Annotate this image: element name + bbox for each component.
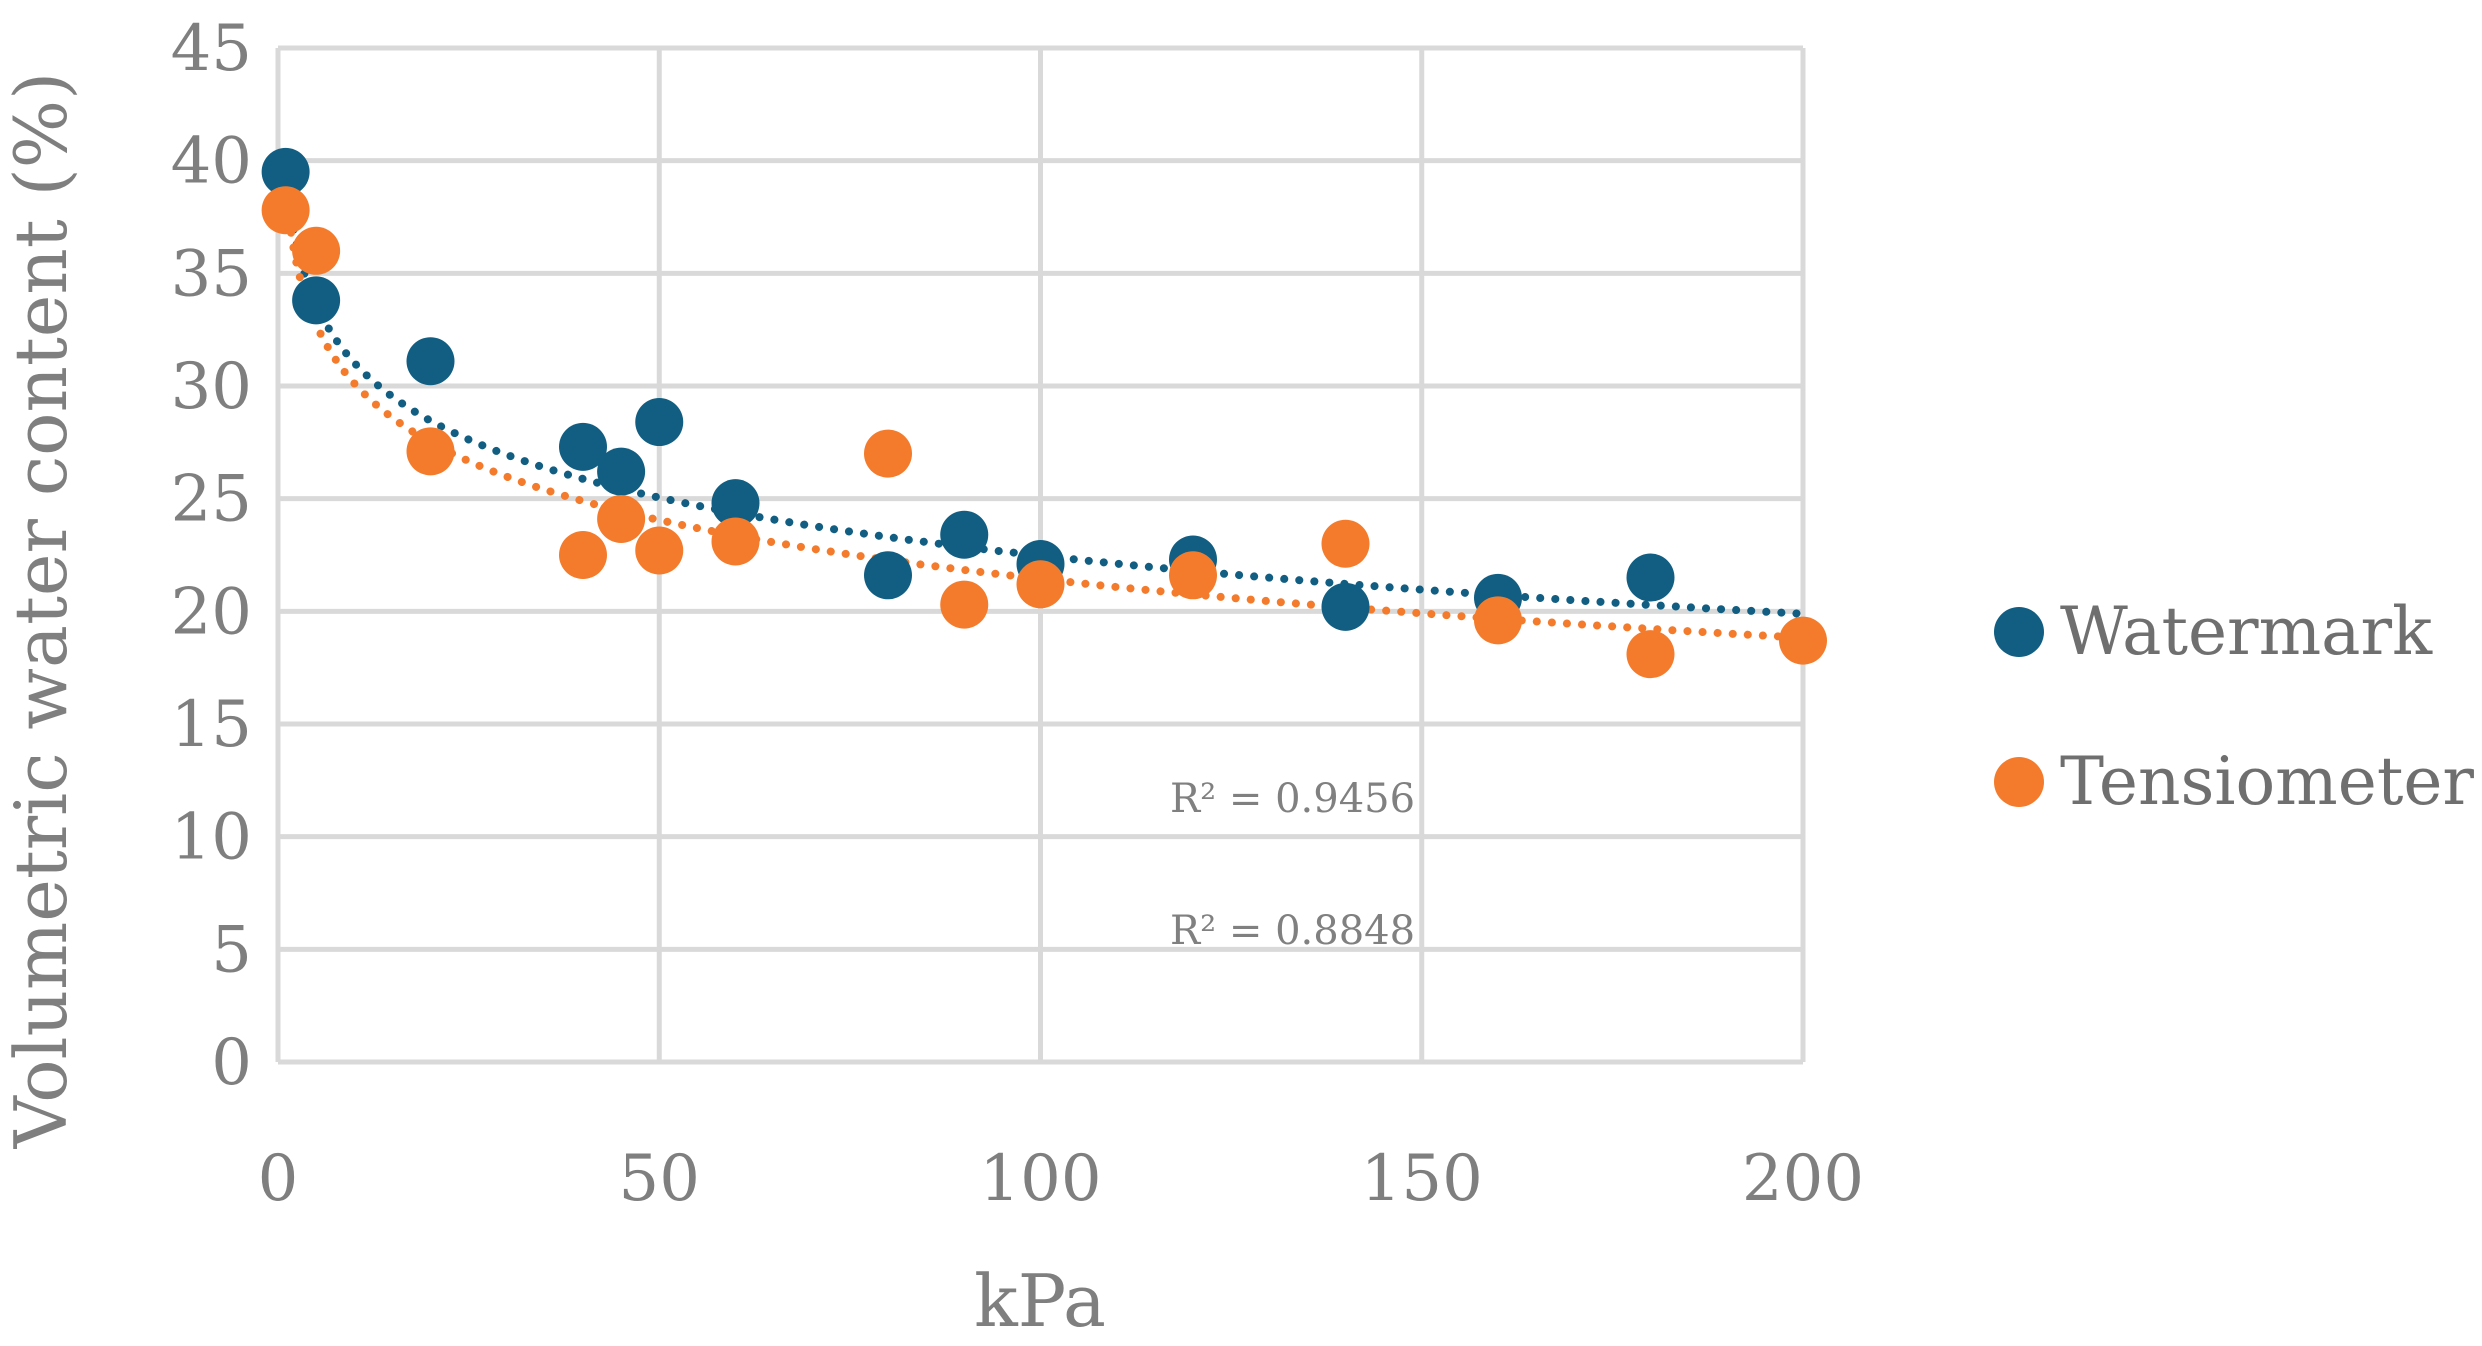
point-watermark-50 — [635, 398, 684, 447]
data-points — [261, 147, 1827, 679]
point-tensiometer-60 — [711, 517, 760, 566]
legend: Watermark Tensiometer — [1994, 593, 2474, 820]
y-axis-title: Volumetric water content (%) — [0, 72, 83, 1149]
y-tick-label-40: 40 — [171, 125, 252, 199]
point-tensiometer-20 — [406, 427, 455, 476]
point-tensiometer-45 — [597, 494, 646, 543]
point-watermark-180 — [1626, 553, 1675, 602]
legend-label-tensiometer: Tensiometer — [2060, 743, 2474, 820]
r2-label-tensiometer: R² = 0.8848 — [1170, 908, 1415, 954]
y-tick-label-5: 5 — [211, 913, 252, 987]
point-tensiometer-40 — [559, 531, 607, 579]
point-tensiometer-1 — [261, 186, 310, 235]
y-tick-label-25: 25 — [171, 463, 252, 537]
point-tensiometer-160 — [1474, 596, 1522, 645]
point-tensiometer-180 — [1626, 630, 1675, 679]
point-watermark-140 — [1321, 582, 1370, 631]
point-watermark-45 — [597, 447, 646, 496]
y-tick-label-0: 0 — [211, 1026, 252, 1100]
y-axis-ticks: 0 5 10 15 20 25 30 35 40 45 — [171, 12, 252, 1100]
x-axis-ticks: 0 50 100 150 200 — [258, 1142, 1864, 1216]
x-tick-label-0: 0 — [258, 1142, 299, 1216]
point-tensiometer-50 — [635, 526, 684, 575]
point-watermark-1 — [261, 147, 310, 196]
point-watermark-20 — [406, 337, 455, 386]
x-tick-label-50: 50 — [619, 1142, 700, 1216]
y-tick-label-30: 30 — [171, 350, 252, 424]
point-tensiometer-200 — [1779, 616, 1827, 665]
x-tick-label-200: 200 — [1742, 1142, 1864, 1216]
legend-marker-watermark — [1994, 607, 2044, 657]
x-tick-label-150: 150 — [1361, 1142, 1483, 1216]
legend-label-watermark: Watermark — [2060, 593, 2433, 670]
point-tensiometer-100 — [1016, 560, 1065, 609]
point-watermark-60 — [711, 479, 760, 528]
point-watermark-90 — [940, 510, 989, 559]
point-watermark-40 — [559, 422, 607, 471]
point-tensiometer-140 — [1321, 519, 1370, 568]
y-tick-label-35: 35 — [171, 237, 252, 311]
r2-label-watermark: R² = 0.9456 — [1170, 776, 1415, 822]
point-tensiometer-90 — [940, 580, 989, 629]
y-tick-label-10: 10 — [171, 801, 252, 875]
point-tensiometer-120 — [1169, 551, 1217, 600]
point-watermark-80 — [864, 551, 912, 600]
x-tick-label-100: 100 — [979, 1142, 1101, 1216]
y-tick-label-15: 15 — [171, 688, 252, 762]
point-watermark-5 — [292, 276, 341, 325]
point-tensiometer-5 — [292, 226, 341, 275]
x-axis-title: kPa — [974, 1259, 1106, 1343]
point-tensiometer-80 — [864, 429, 912, 478]
legend-marker-tensiometer — [1994, 757, 2044, 807]
y-tick-label-45: 45 — [171, 12, 252, 86]
y-tick-label-20: 20 — [171, 575, 252, 649]
